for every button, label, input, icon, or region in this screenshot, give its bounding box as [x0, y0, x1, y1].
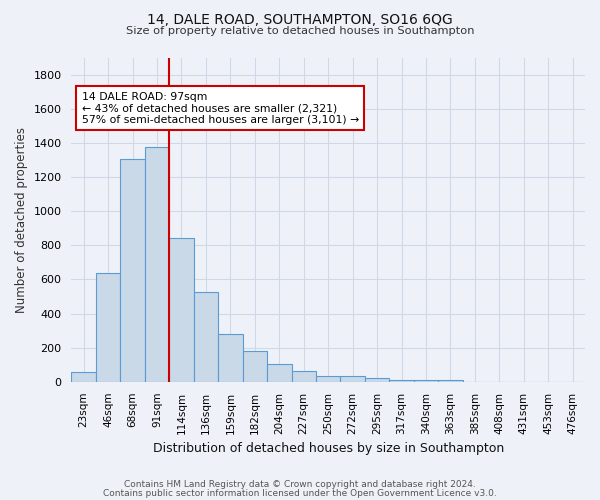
Bar: [194, 292, 218, 382]
Y-axis label: Number of detached properties: Number of detached properties: [15, 126, 28, 312]
Bar: [267, 364, 292, 382]
Bar: [145, 147, 169, 382]
Bar: [340, 376, 365, 382]
Bar: [169, 238, 194, 382]
Bar: [96, 272, 121, 382]
Bar: [414, 380, 438, 382]
Bar: [121, 159, 145, 382]
Bar: [242, 351, 267, 382]
Text: 14, DALE ROAD, SOUTHAMPTON, SO16 6QG: 14, DALE ROAD, SOUTHAMPTON, SO16 6QG: [147, 12, 453, 26]
Text: 14 DALE ROAD: 97sqm
← 43% of detached houses are smaller (2,321)
57% of semi-det: 14 DALE ROAD: 97sqm ← 43% of detached ho…: [82, 92, 359, 125]
Bar: [438, 380, 463, 382]
Bar: [218, 334, 242, 382]
Bar: [365, 378, 389, 382]
Text: Contains public sector information licensed under the Open Government Licence v3: Contains public sector information licen…: [103, 488, 497, 498]
Bar: [389, 380, 414, 382]
Text: Size of property relative to detached houses in Southampton: Size of property relative to detached ho…: [126, 26, 474, 36]
Bar: [292, 370, 316, 382]
Bar: [316, 376, 340, 382]
Text: Contains HM Land Registry data © Crown copyright and database right 2024.: Contains HM Land Registry data © Crown c…: [124, 480, 476, 489]
Bar: [71, 372, 96, 382]
X-axis label: Distribution of detached houses by size in Southampton: Distribution of detached houses by size …: [152, 442, 504, 455]
